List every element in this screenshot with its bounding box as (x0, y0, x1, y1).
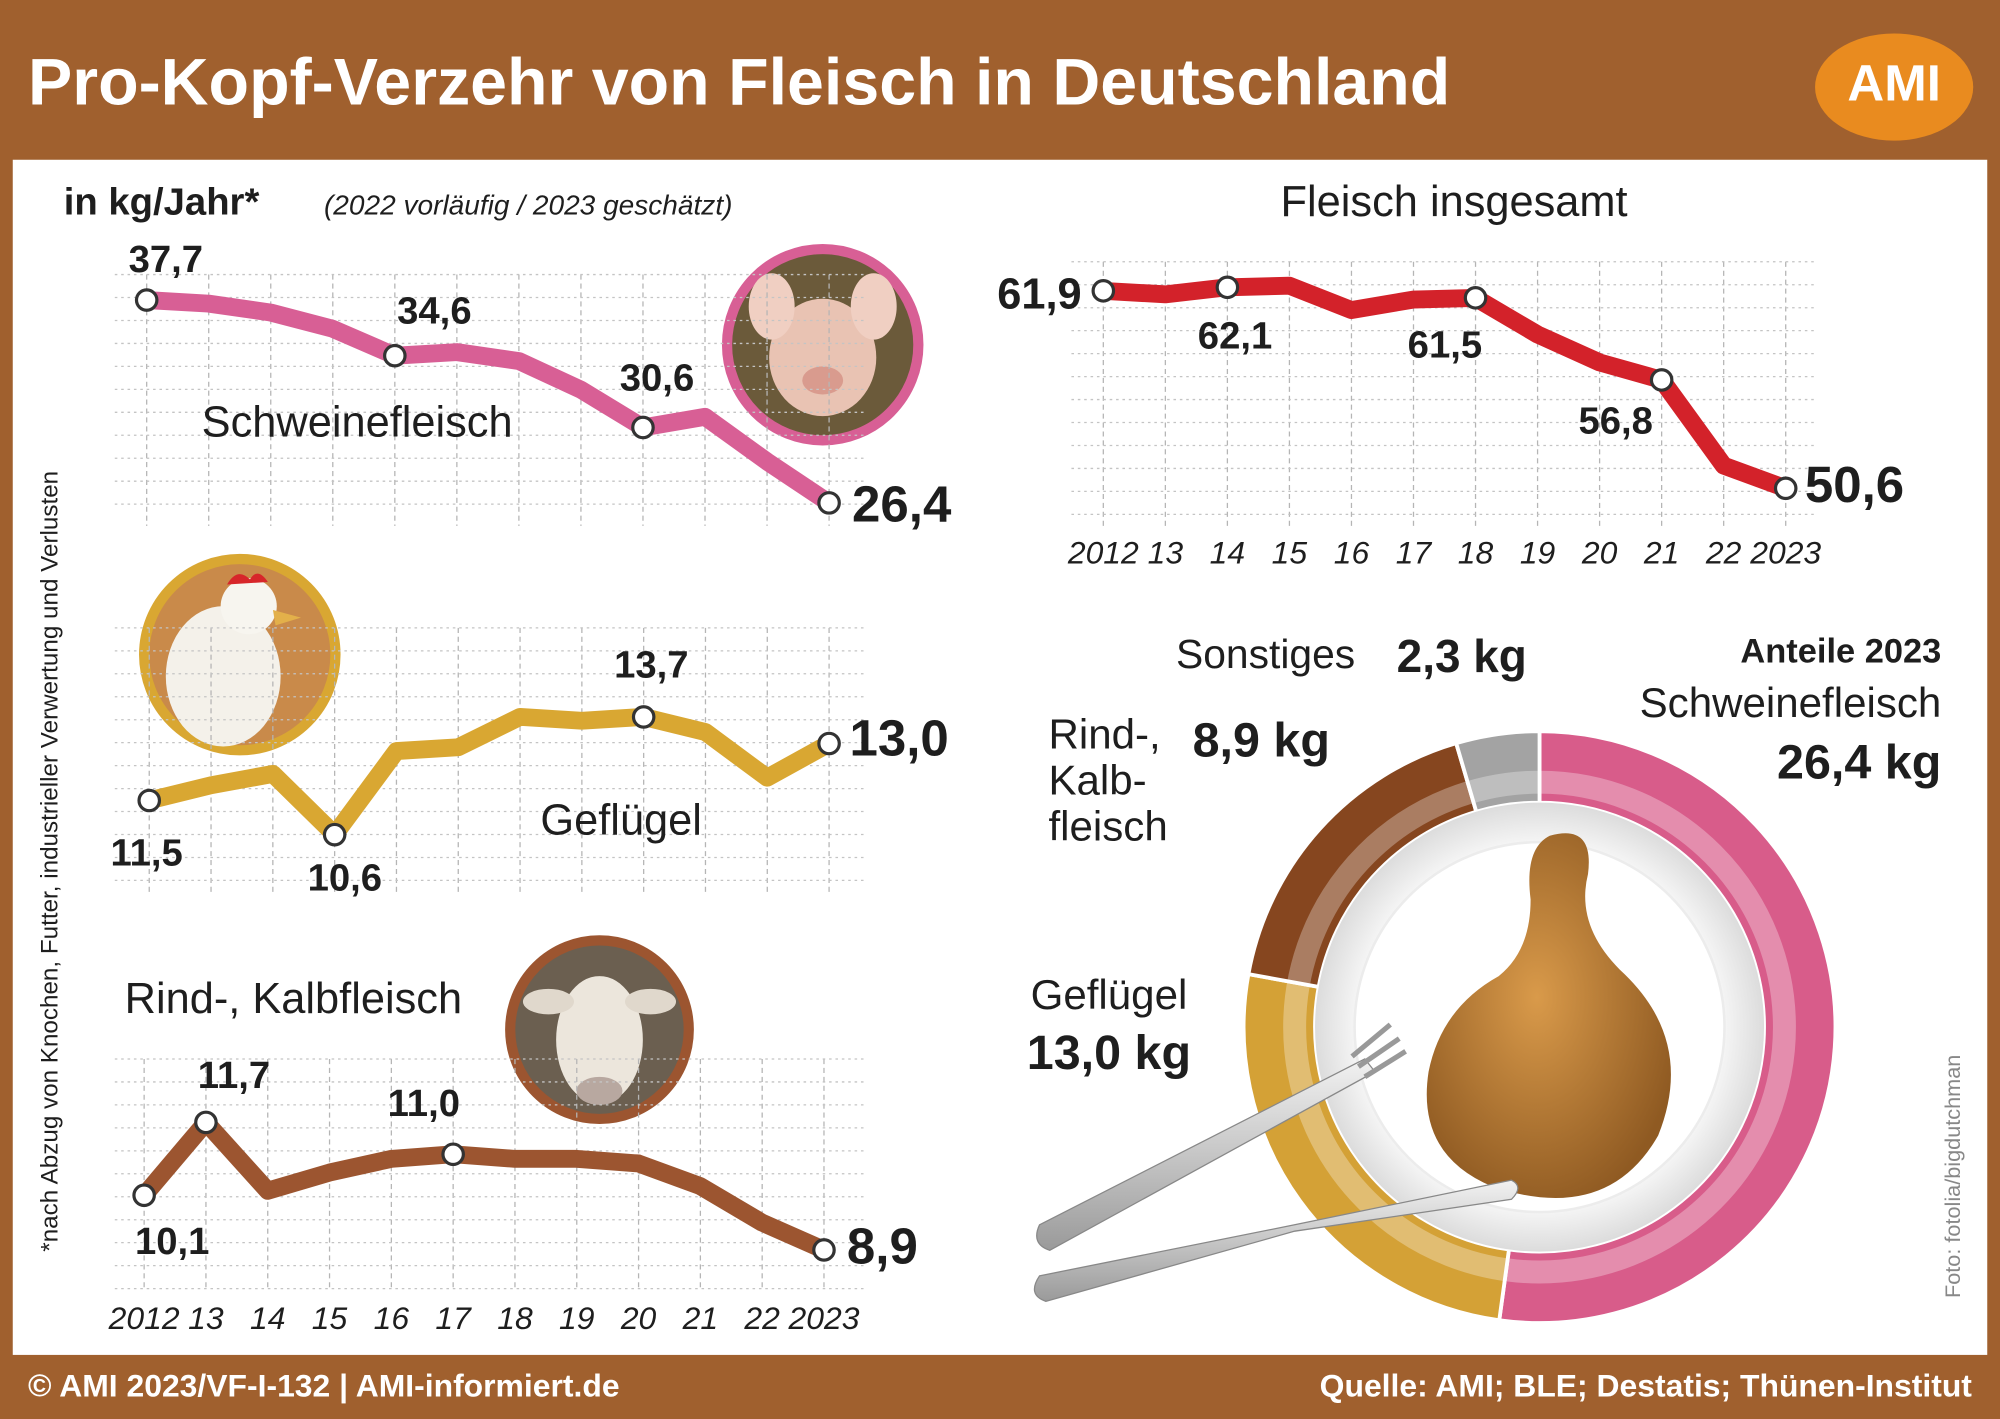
x-tick-label: 22 (1705, 535, 1742, 571)
x-tick-label: 2023 (1749, 535, 1821, 571)
line (140, 707, 839, 844)
segment-label: Rind-, (1048, 711, 1160, 758)
value-label: 11,7 (198, 1054, 270, 1097)
value-label: 56,8 (1578, 399, 1652, 442)
point (1773, 476, 1798, 501)
cow-photo (505, 935, 694, 1125)
logo (1815, 33, 1974, 141)
segment-label: fleisch (1048, 803, 1167, 850)
unit: in kg/Jahr* (64, 181, 260, 224)
value-label: 10,6 (308, 857, 382, 900)
value-label: 13,7 (614, 643, 688, 686)
segment-value: 26,4 kg (1777, 735, 1941, 789)
value-label: 11,0 (388, 1082, 460, 1125)
x-tick-label: 14 (250, 1300, 285, 1336)
value-label: 10,1 (135, 1220, 209, 1263)
segment-label: Sonstiges (1176, 631, 1355, 677)
segment-label: Schweinefleisch (1640, 679, 1942, 726)
segment-value: 2,3 kg (1397, 630, 1527, 682)
x-tick-label: 21 (1643, 535, 1679, 571)
point (1649, 368, 1674, 392)
series-name: Schweinefleisch (202, 399, 513, 447)
value-label: 50,6 (1805, 456, 1904, 513)
x-tick-label: 22 (743, 1300, 780, 1336)
value-label: 30,6 (620, 356, 694, 399)
x-tick-label: 21 (682, 1300, 718, 1336)
x-tick-label: 2023 (788, 1300, 860, 1336)
segment-value: 13,0 kg (1027, 1026, 1191, 1080)
value-label: 8,9 (847, 1217, 918, 1274)
donut-title: Anteile 2023 (1740, 632, 1941, 670)
x-tick-label: 15 (1272, 535, 1308, 571)
x-tick-label: 13 (1148, 535, 1184, 571)
line (137, 291, 839, 512)
series-name: Geflügel (540, 796, 702, 844)
x-tick-label: 13 (188, 1300, 224, 1336)
x-tick-label: 20 (620, 1300, 657, 1336)
title: Pro-Kopf-Verzehr von Fleisch in Deutschl… (28, 46, 1450, 120)
value-label: 13,0 (849, 710, 948, 767)
point (631, 705, 656, 729)
point (383, 343, 407, 368)
x-tick-label: 20 (1581, 535, 1618, 571)
value-label: 11,5 (111, 831, 183, 874)
value-label: 62,1 (1198, 314, 1272, 357)
point (134, 288, 159, 312)
x-tick-label: 15 (312, 1300, 348, 1336)
value-label: 26,4 (852, 475, 952, 532)
line (135, 1113, 833, 1259)
point (194, 1110, 218, 1135)
x-tick-label: 18 (497, 1300, 533, 1336)
chicken-photo (139, 553, 341, 756)
footer-left: © AMI 2023/VF-I-132 | AMI-informiert.de (28, 1367, 620, 1403)
x-tick-label: 2012 (1067, 535, 1139, 571)
donut-highlight (1283, 770, 1796, 1284)
point (812, 1238, 836, 1262)
point (441, 1142, 465, 1167)
unit-note: (2022 vorläufig / 2023 geschätzt) (324, 189, 732, 220)
x-tick-label: 17 (1396, 535, 1433, 571)
footnote: *nach Abzug von Knochen, Futter, industr… (36, 471, 63, 1252)
value-label: 34,6 (397, 290, 471, 333)
x-tick-label: 17 (435, 1300, 472, 1336)
point (322, 822, 347, 847)
point (1215, 275, 1240, 300)
x-tick-label: 14 (1210, 535, 1245, 571)
segment-label: Geflügel (1031, 971, 1188, 1018)
series-name: Fleisch insgesamt (1281, 178, 1628, 226)
point (137, 788, 162, 813)
logo-text: AMI (1847, 55, 1941, 112)
segment-value: 8,9 kg (1193, 714, 1330, 768)
point (132, 1183, 156, 1208)
plate (1033, 802, 1765, 1303)
x-tick-label: 19 (559, 1300, 595, 1336)
pig-photo (721, 243, 924, 446)
series-name: Rind-, Kalbfleisch (125, 975, 462, 1023)
value-label: 61,5 (1408, 324, 1482, 367)
x-tick-label: 16 (374, 1300, 410, 1336)
point (1463, 286, 1488, 310)
point (631, 415, 655, 440)
x-tick-label: 16 (1334, 535, 1370, 571)
point (1091, 279, 1116, 303)
value-label: 61,9 (997, 271, 1081, 319)
x-tick-label: 19 (1520, 535, 1556, 571)
photo-credit: Foto: fotolia/bigdutchman (1940, 1055, 1965, 1298)
point (817, 731, 841, 756)
x-tick-label: 18 (1458, 535, 1494, 571)
footer-right: Quelle: AMI; BLE; Destatis; Thünen-Insti… (1320, 1367, 1973, 1403)
value-label: 37,7 (129, 238, 203, 281)
point (817, 491, 841, 515)
x-tick-label: 2012 (108, 1300, 180, 1336)
segment-label: Kalb- (1048, 757, 1146, 804)
